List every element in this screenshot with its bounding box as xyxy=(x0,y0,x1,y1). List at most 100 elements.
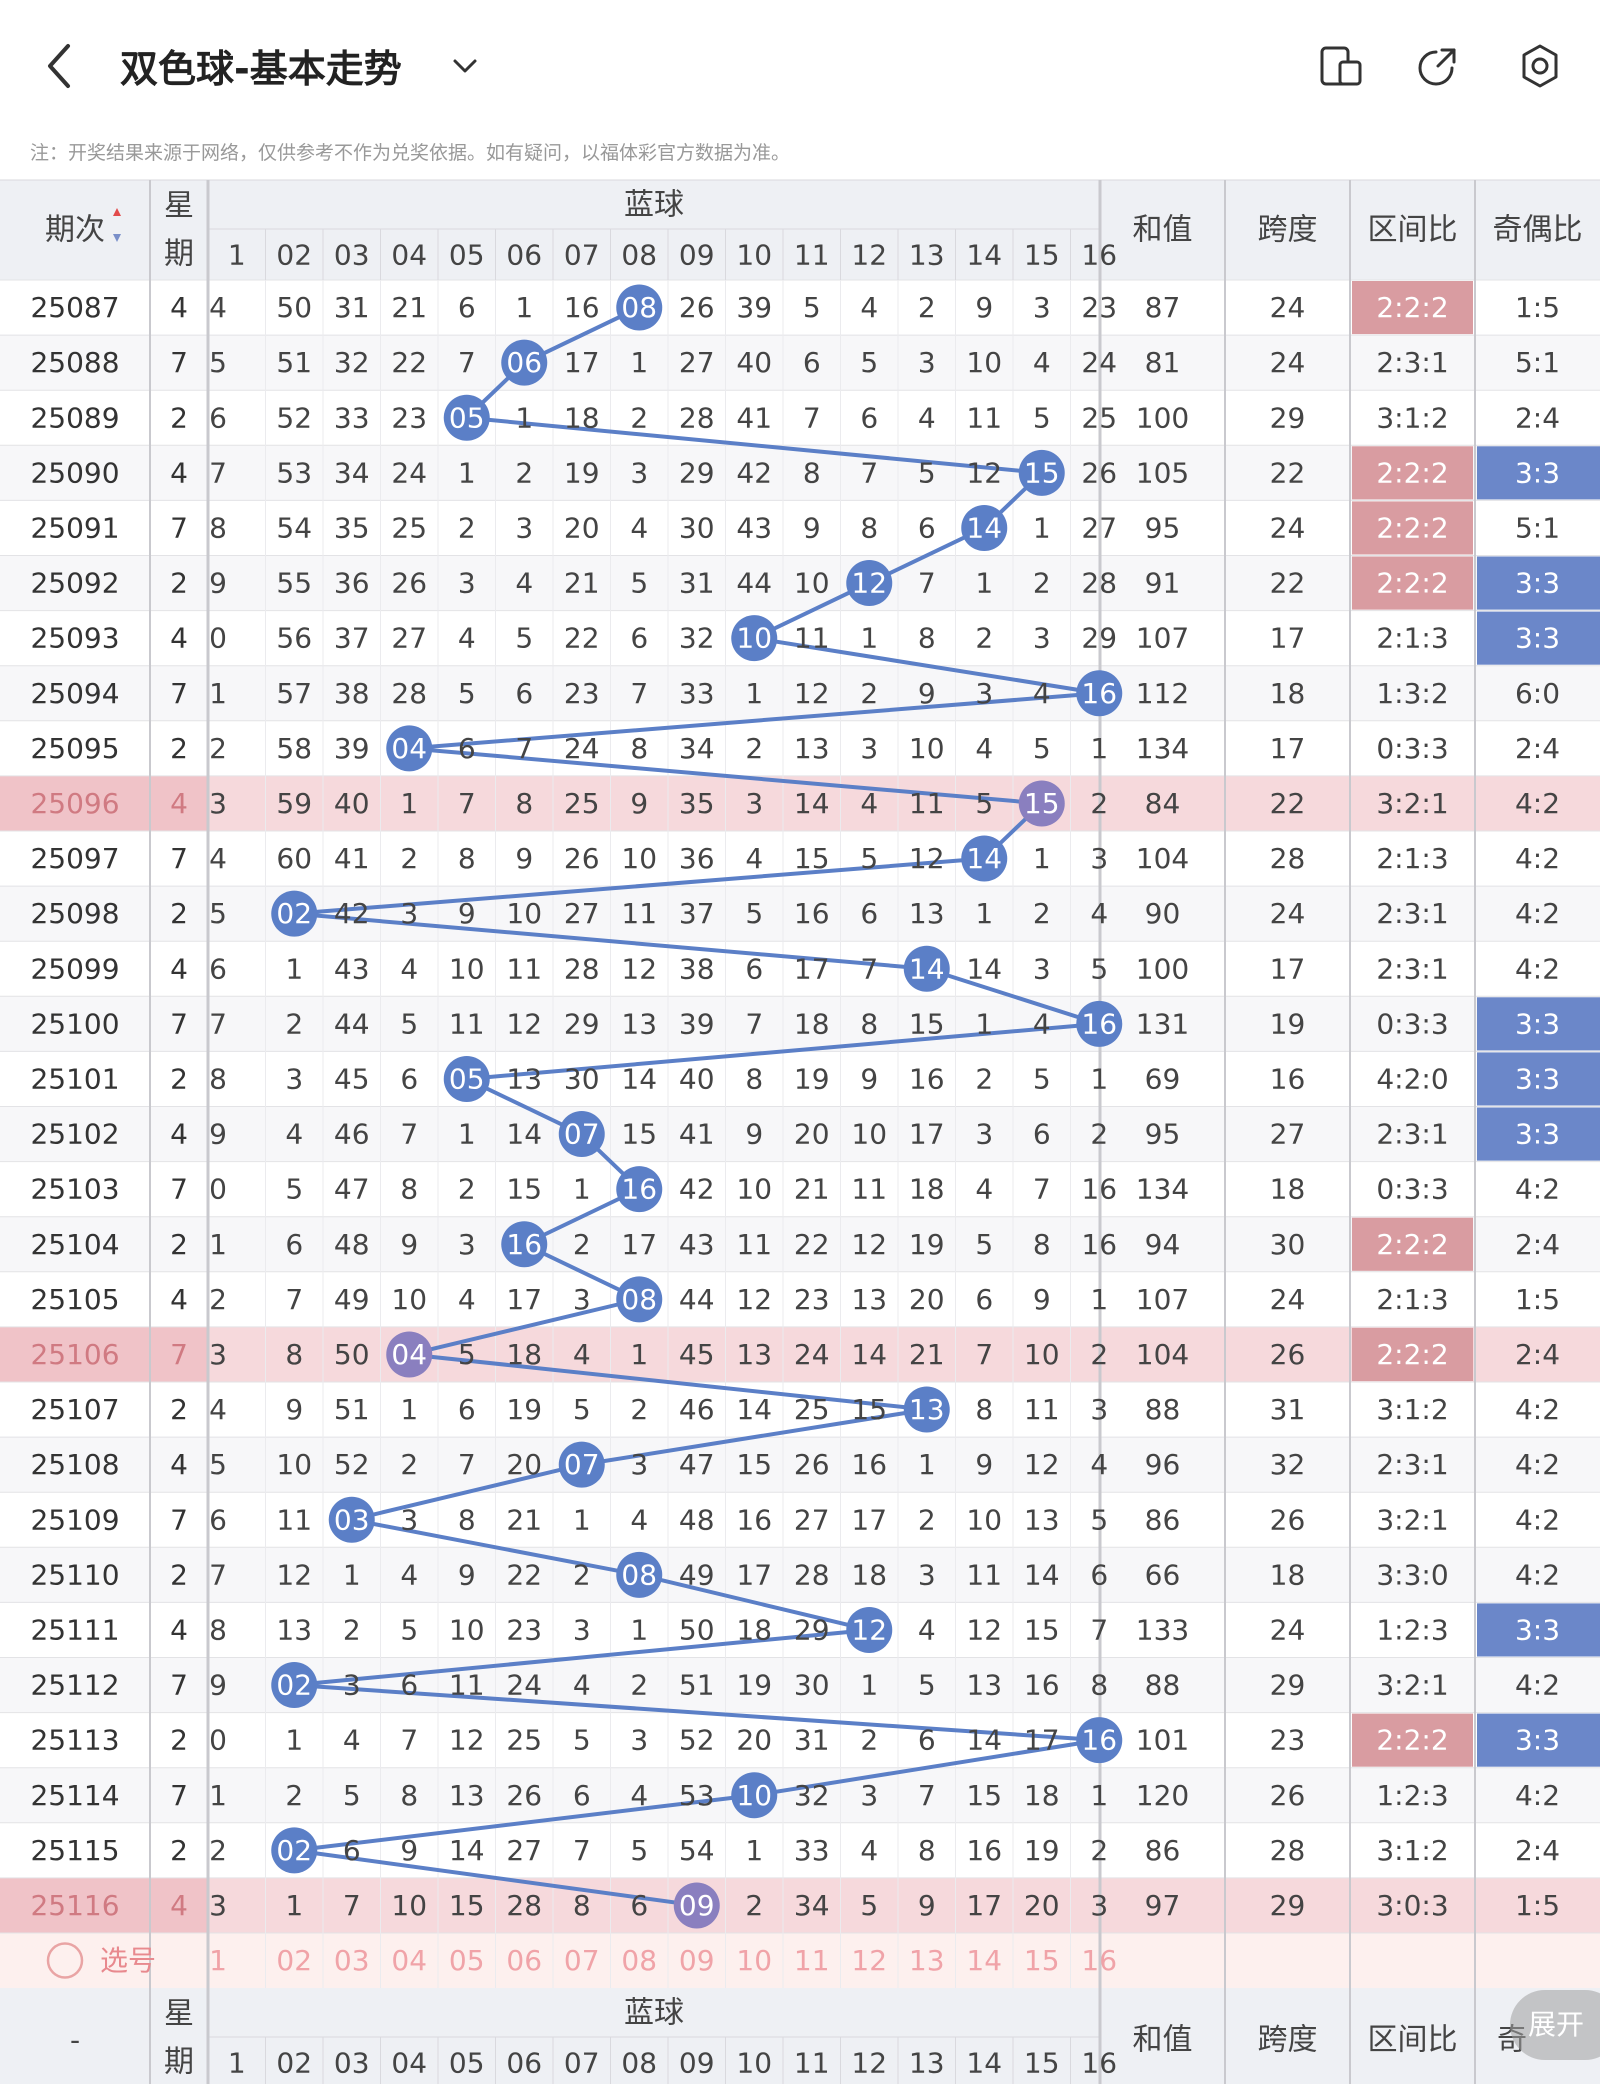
blue-ball[interactable] xyxy=(731,1772,778,1819)
miss-count: 3 xyxy=(458,567,476,600)
highlight-row-issue-background xyxy=(0,775,208,831)
blue-ball[interactable] xyxy=(501,1221,548,1268)
blue-ball[interactable] xyxy=(846,560,893,607)
select-number-button[interactable]: 12 xyxy=(851,1944,887,1977)
select-number-button[interactable]: 03 xyxy=(334,1944,370,1977)
blue-header-number: 02 xyxy=(276,239,312,272)
select-number-button[interactable]: 08 xyxy=(621,1944,657,1977)
miss-count: 27 xyxy=(391,622,427,655)
select-radio-icon[interactable] xyxy=(46,1942,84,1979)
blue-ball[interactable] xyxy=(616,284,663,331)
blue-ball[interactable] xyxy=(673,1882,720,1929)
select-number-button[interactable]: 14 xyxy=(966,1944,1002,1977)
select-number-button[interactable]: 05 xyxy=(449,1944,485,1977)
miss-count: 13 xyxy=(909,897,945,930)
blue-ball[interactable] xyxy=(961,835,1008,882)
blue-ball[interactable] xyxy=(616,1276,663,1323)
sort-up-icon[interactable] xyxy=(113,208,121,216)
miss-count: 1 xyxy=(285,1724,303,1757)
miss-count: 10 xyxy=(391,1889,427,1922)
miss-count: 3 xyxy=(400,1503,418,1536)
miss-count: 14 xyxy=(736,1393,772,1426)
select-number-button[interactable]: 07 xyxy=(564,1944,600,1977)
sum-value: 100 xyxy=(1136,401,1189,434)
miss-count: 53 xyxy=(679,1779,715,1812)
oddeven-ratio: 3:3 xyxy=(1515,622,1560,655)
select-number-button[interactable]: 15 xyxy=(1024,1944,1060,1977)
blue-ball[interactable] xyxy=(1076,1000,1123,1047)
share-icon[interactable] xyxy=(1416,44,1460,88)
blue-ball[interactable] xyxy=(903,1386,950,1433)
blue-ball[interactable] xyxy=(1018,780,1065,827)
select-number-button[interactable]: 11 xyxy=(794,1944,830,1977)
select-number-button[interactable]: 04 xyxy=(391,1944,427,1977)
zone-ratio: 0:3:3 xyxy=(1376,1007,1448,1040)
blue-ball[interactable] xyxy=(501,339,548,386)
settings-icon[interactable] xyxy=(1518,42,1562,90)
blue-ball[interactable] xyxy=(731,615,778,662)
miss-count: 2 xyxy=(1090,1118,1108,1151)
chevron-down-icon[interactable] xyxy=(450,56,480,76)
miss-count: 5 xyxy=(343,1779,361,1812)
select-number-button[interactable]: 02 xyxy=(276,1944,312,1977)
sum-value: 133 xyxy=(1136,1613,1189,1646)
span-value: 29 xyxy=(1270,1669,1306,1702)
miss-count: 5 xyxy=(1090,1503,1108,1536)
blue-ball[interactable] xyxy=(558,1441,605,1488)
blue-ball[interactable] xyxy=(616,1166,663,1213)
select-label: 选号 xyxy=(100,1944,156,1977)
expand-button[interactable]: 展开 xyxy=(1510,1990,1600,2060)
blue-ball[interactable] xyxy=(961,504,1008,551)
blue-ball[interactable] xyxy=(443,1055,490,1102)
miss-count: 38 xyxy=(679,952,715,985)
miss-count: 9 xyxy=(209,1118,227,1151)
miss-count: 34 xyxy=(334,456,370,489)
blue-ball[interactable] xyxy=(616,1551,663,1598)
blue-ball[interactable] xyxy=(443,394,490,441)
miss-count: 21 xyxy=(794,1173,830,1206)
blue-ball[interactable] xyxy=(271,1827,318,1874)
weekday: 2 xyxy=(170,1393,188,1426)
blue-ball[interactable] xyxy=(271,890,318,937)
blue-ball[interactable] xyxy=(846,1606,893,1653)
select-number-button[interactable]: 06 xyxy=(506,1944,542,1977)
miss-count: 6 xyxy=(400,1062,418,1095)
miss-count: 22 xyxy=(391,346,427,379)
blue-ball[interactable] xyxy=(558,1111,605,1158)
blue-ball[interactable] xyxy=(1076,1717,1123,1764)
blue-ball[interactable] xyxy=(1018,449,1065,496)
blue-ball[interactable] xyxy=(386,1331,433,1378)
miss-count: 49 xyxy=(334,1283,370,1316)
select-number-button[interactable]: 16 xyxy=(1081,1944,1117,1977)
oddeven-highlight xyxy=(1477,997,1600,1051)
blue-ball[interactable] xyxy=(328,1496,375,1543)
table-row-background xyxy=(0,1106,1600,1162)
select-number-button[interactable]: 13 xyxy=(909,1944,945,1977)
blue-ball-number: 16 xyxy=(621,1173,657,1206)
select-number-button[interactable]: 09 xyxy=(679,1944,715,1977)
miss-count: 2 xyxy=(1090,787,1108,820)
miss-count: 43 xyxy=(679,1228,715,1261)
table-row-background xyxy=(0,1492,1600,1548)
blue-ball[interactable] xyxy=(903,945,950,992)
select-number-button[interactable]: 1 xyxy=(209,1944,227,1977)
select-number-button[interactable]: 10 xyxy=(736,1944,772,1977)
miss-count: 2 xyxy=(400,842,418,875)
blue-ball[interactable] xyxy=(1076,670,1123,717)
sort-down-icon[interactable] xyxy=(113,234,121,242)
miss-count: 25 xyxy=(391,511,427,544)
miss-count: 20 xyxy=(794,1118,830,1151)
blue-ball[interactable] xyxy=(386,725,433,772)
miss-count: 17 xyxy=(736,1558,772,1591)
zone-ratio: 0:3:3 xyxy=(1376,1173,1448,1206)
table-row-background xyxy=(0,1547,1600,1603)
miss-count: 10 xyxy=(966,1503,1002,1536)
column-header-zone: 区间比 xyxy=(1368,213,1458,248)
back-arrow-icon[interactable] xyxy=(40,40,80,92)
oddeven-ratio: 4:2 xyxy=(1515,1558,1560,1591)
miss-count: 10 xyxy=(276,1448,312,1481)
phone-tablet-icon[interactable] xyxy=(1318,44,1366,88)
footer-blue-header-number: 03 xyxy=(334,2047,370,2080)
blue-ball[interactable] xyxy=(271,1662,318,1709)
blue-ball-number: 16 xyxy=(506,1228,542,1261)
